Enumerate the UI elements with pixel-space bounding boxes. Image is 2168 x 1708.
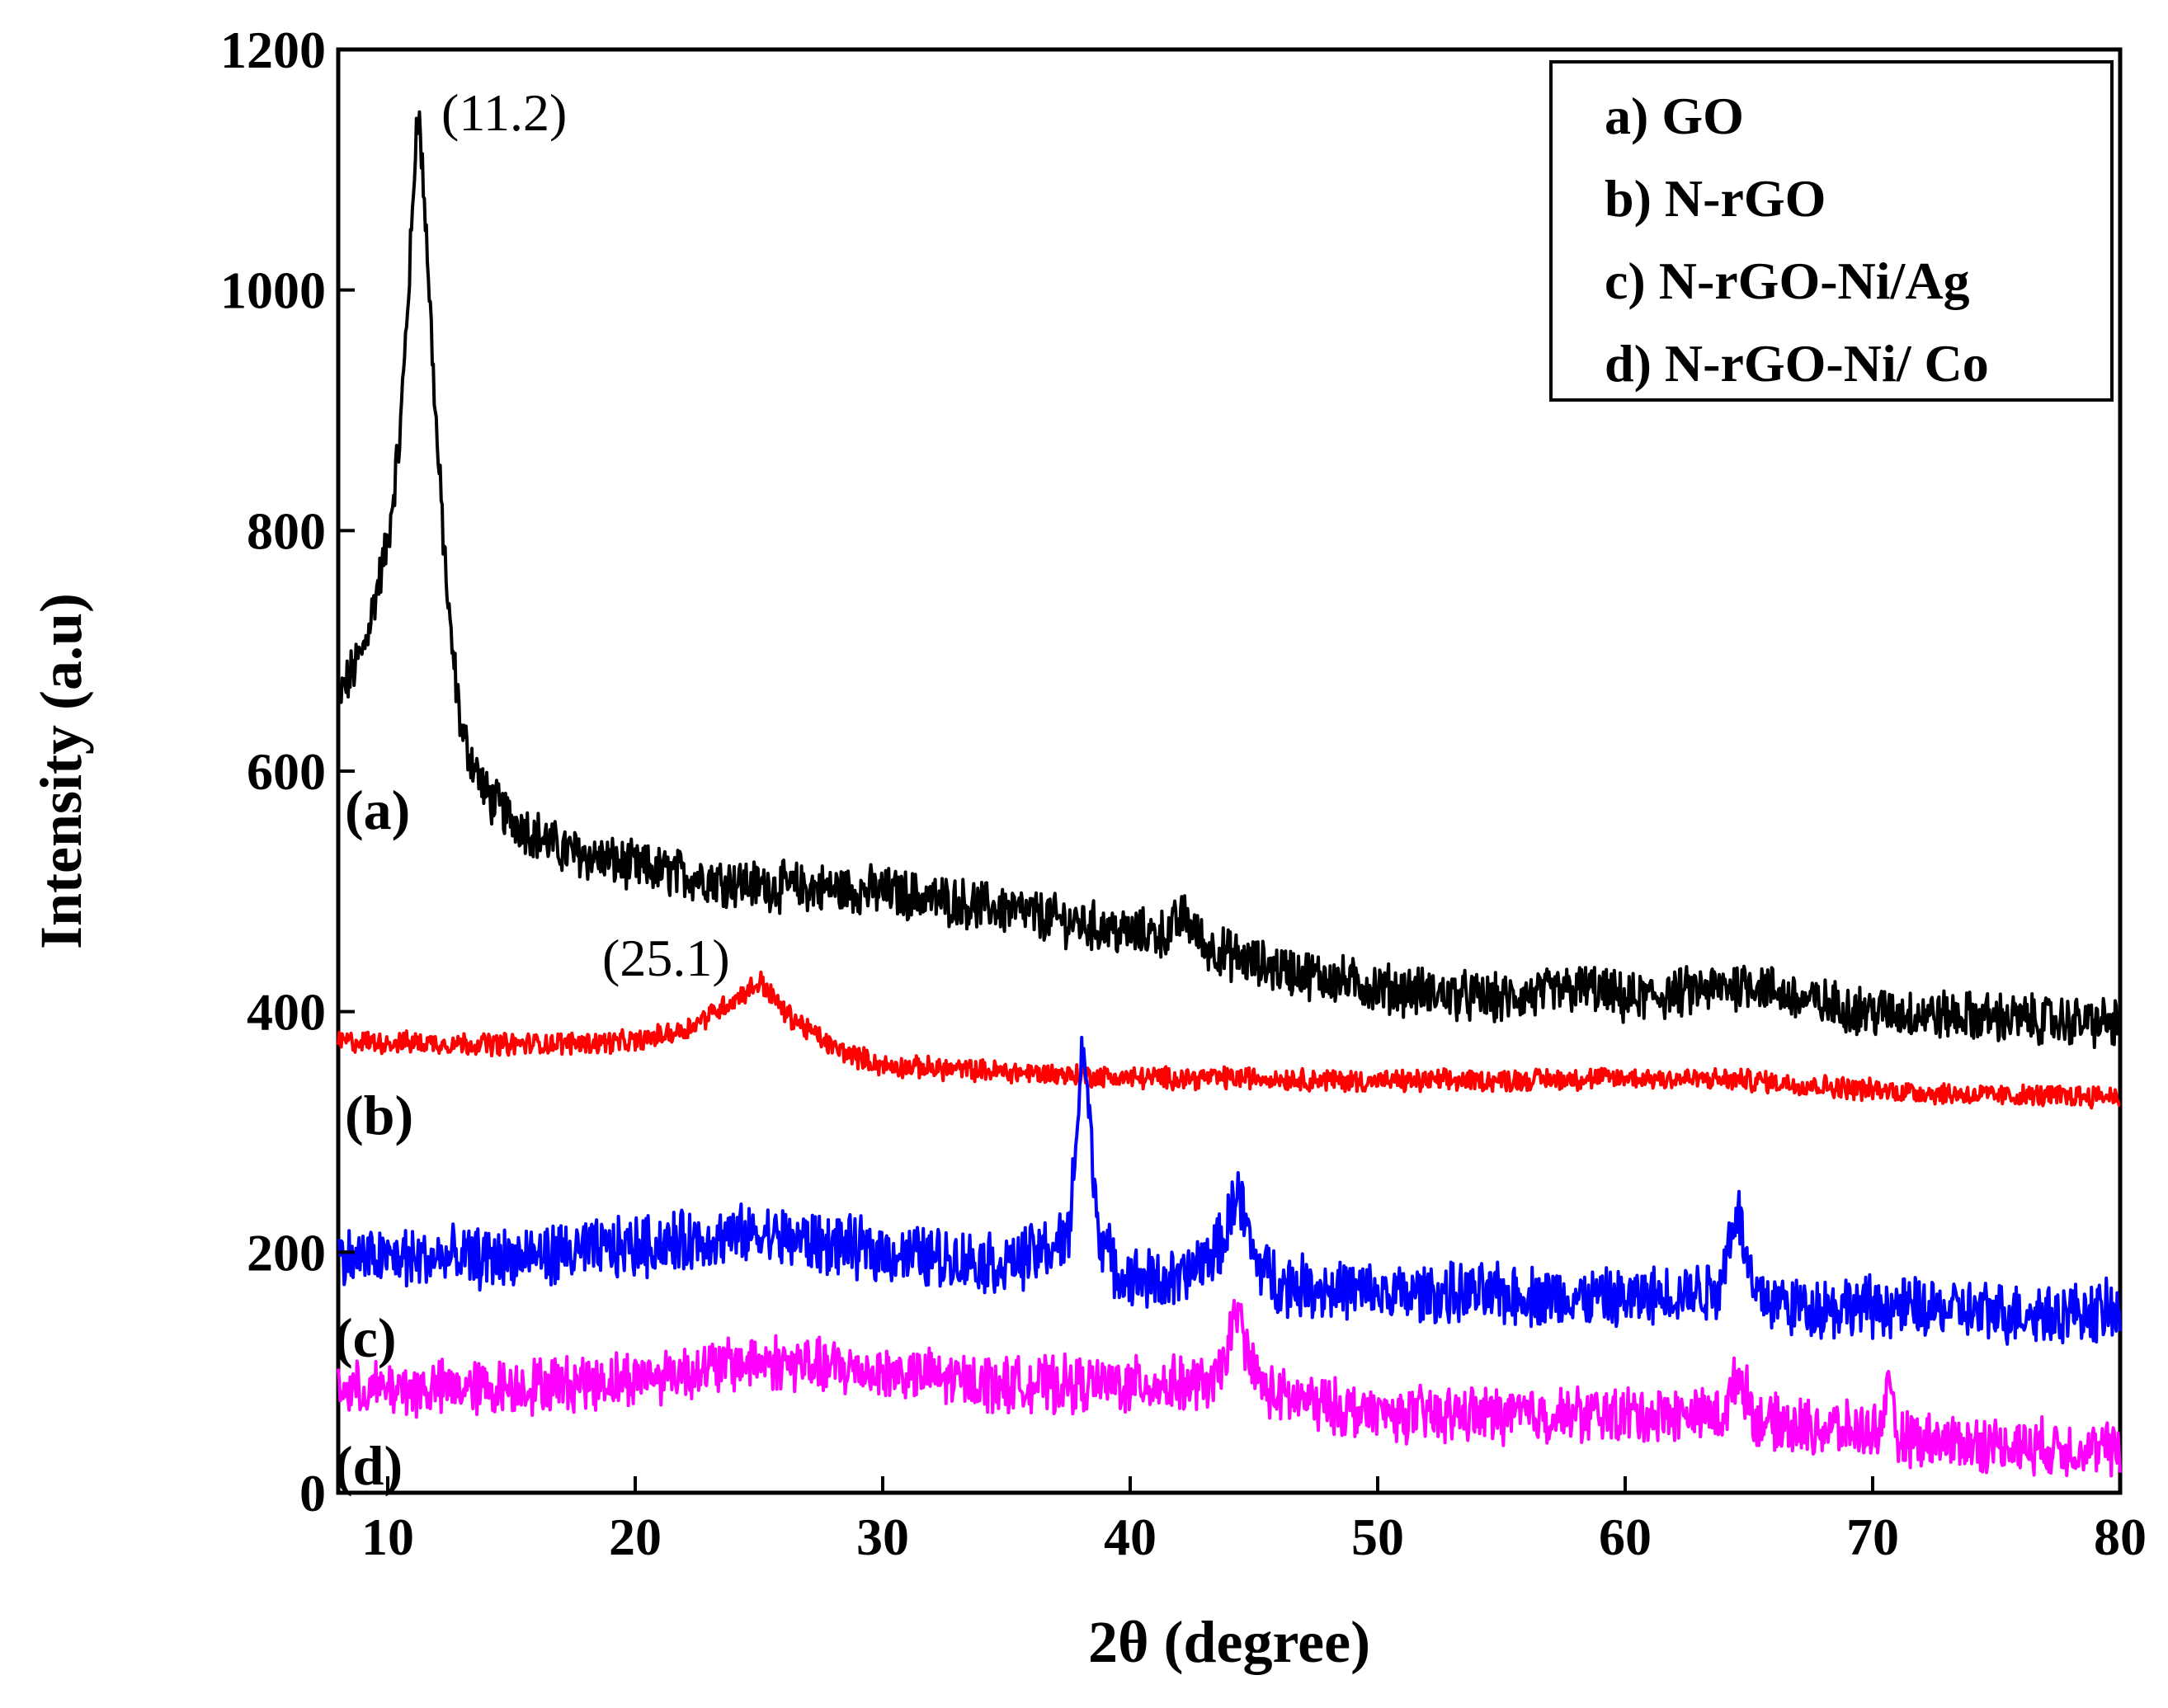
legend-entry-n-rgo-ni-co: d) N-rGO-Ni/ Co [1605,334,1989,393]
series-line-n-rgo-ni-co [337,1298,2122,1478]
y-tick-label: 600 [247,742,326,801]
y-tick-label: 200 [247,1223,326,1282]
curve-label-d: (d) [334,1434,403,1497]
x-tick-label: 60 [1599,1508,1652,1566]
peak-annotation-11-2: (11.2) [441,83,567,142]
y-tick-label: 400 [247,983,326,1042]
x-axis-title: 2θ (degree) [1088,1609,1370,1675]
legend: a) GO b) N-rGO c) N-rGO-Ni/Ag d) N-rGO-N… [1549,60,2114,402]
series-line-n-rgo-ni-ag [337,1035,2122,1346]
y-tick-label: 0 [299,1464,326,1522]
series-layer [337,110,2122,1478]
legend-entry-n-rgo: b) N-rGO [1605,169,1826,228]
x-tick-label: 30 [856,1508,909,1566]
legend-entry-n-rgo-ni-ag: c) N-rGO-Ni/Ag [1605,252,1970,310]
series-line-go [337,110,2122,1050]
y-axis-title: Intensity (a.u) [28,593,94,949]
x-tick-label: 10 [361,1508,414,1566]
x-tick-label: 40 [1104,1508,1157,1566]
x-tick-label: 50 [1351,1508,1404,1566]
x-tick-label: 80 [2094,1508,2147,1566]
legend-entry-go: a) GO [1605,87,1744,145]
y-tick-label: 1200 [220,21,326,79]
x-tick-label: 70 [1846,1508,1899,1566]
series-line-n-rgo [337,970,2121,1110]
x-tick-label: 20 [609,1508,662,1566]
y-tick-label: 1000 [220,261,326,320]
curve-label-c: (c) [334,1306,396,1369]
curve-label-a: (a) [345,779,410,841]
curve-label-b: (b) [345,1084,413,1146]
legend-box [1549,60,2114,402]
y-tick-label: 800 [247,501,326,560]
peak-annotation-25-1: (25.1) [602,929,730,987]
